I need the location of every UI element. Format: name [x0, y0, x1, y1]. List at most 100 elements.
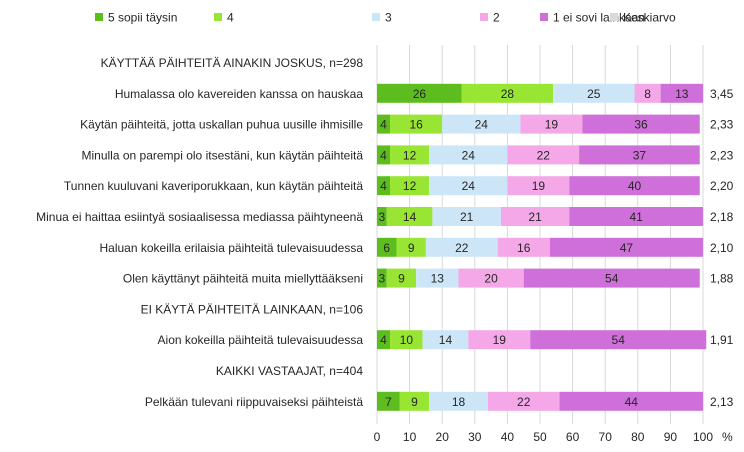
legend-swatch-0	[95, 13, 103, 21]
data-label-r5-s3: 21	[528, 210, 542, 224]
data-label-r4-s0: 4	[380, 179, 387, 193]
mean-value-1: 3,45	[710, 87, 734, 101]
x-tick-label-9: 90	[664, 430, 678, 444]
data-label-r1-s1: 28	[501, 87, 515, 101]
category-label-9: Aion kokeilla päihteitä tulevaisuudessa	[158, 333, 364, 347]
data-label-r5-s1: 14	[403, 210, 417, 224]
data-label-r9-s3: 19	[493, 333, 507, 347]
category-label-1: Humalassa olo kavereiden kanssa on hausk…	[115, 87, 363, 101]
bar-segment-r3-s0	[377, 145, 391, 165]
x-tick-label-8: 80	[631, 430, 645, 444]
data-label-r3-s0: 4	[380, 148, 387, 162]
x-tick-label-0: 0	[374, 430, 381, 444]
bar-segment-r11-s0	[377, 391, 400, 411]
bar-segment-r6-s1	[396, 237, 426, 257]
data-label-r6-s0: 6	[383, 241, 390, 255]
bar-segment-r6-s0	[377, 237, 397, 257]
data-label-r9-s0: 4	[380, 333, 387, 347]
legend-swatch-3	[480, 13, 488, 21]
group-header-8: EI KÄYTÄ PÄIHTEITÄ LAINKAAN, n=106	[141, 302, 364, 316]
data-label-r4-s3: 19	[532, 179, 546, 193]
data-label-r2-s4: 36	[634, 118, 648, 132]
legend-swatch-5	[610, 13, 618, 21]
x-tick-label-7: 70	[599, 430, 613, 444]
x-tick-label-2: 20	[436, 430, 450, 444]
data-label-r1-s2: 25	[587, 87, 601, 101]
group-header-0: KÄYTTÄÄ PÄIHTEITÄ AINAKIN JOSKUS, n=298	[101, 56, 364, 70]
x-tick-label-5: 50	[533, 430, 547, 444]
bar-segment-r6-s4	[549, 237, 703, 257]
category-label-4: Tunnen kuuluvani kaveriporukkaan, kun kä…	[64, 179, 363, 193]
bar-segment-r7-s2	[416, 268, 459, 288]
legend-label-2: 3	[385, 11, 392, 25]
legend-label-1: 4	[227, 11, 234, 25]
data-label-r6-s4: 47	[620, 241, 634, 255]
data-label-r2-s3: 19	[545, 118, 559, 132]
bar-segment-r4-s2	[429, 176, 508, 196]
data-label-r11-s1: 9	[411, 395, 418, 409]
bar-segment-r7-s1	[386, 268, 417, 288]
bar-segment-r4-s4	[569, 176, 700, 196]
bar-segment-r1-s0	[377, 83, 462, 103]
data-label-r3-s1: 12	[403, 148, 417, 162]
data-label-r2-s2: 24	[475, 118, 489, 132]
data-label-r9-s4: 54	[612, 333, 626, 347]
x-tick-label-10: 100	[693, 430, 713, 444]
data-label-r7-s0: 3	[379, 272, 386, 286]
group-header-10: KAIKKI VASTAAJAT, n=404	[216, 364, 363, 378]
mean-value-3: 2,23	[710, 148, 734, 162]
mean-value-4: 2,20	[710, 179, 734, 193]
bar-segment-r2-s2	[442, 114, 521, 134]
category-label-5: Minua ei haittaa esiintyä sosiaalisessa …	[36, 210, 363, 224]
data-label-r6-s2: 22	[455, 241, 469, 255]
legend-swatch-4	[540, 13, 548, 21]
bar-segment-r11-s1	[399, 391, 430, 411]
bar-segment-r3-s2	[429, 145, 508, 165]
bar-segment-r5-s4	[569, 207, 703, 226]
bar-segment-r11-s3	[487, 391, 560, 411]
bar-segment-r11-s2	[429, 391, 488, 411]
x-tick-label-1: 10	[403, 430, 417, 444]
data-label-r1-s4: 13	[675, 87, 689, 101]
bar-segment-r5-s0	[377, 207, 387, 226]
bar-segment-r3-s4	[579, 145, 700, 165]
mean-value-2: 2,33	[710, 118, 734, 132]
legend-swatch-1	[214, 13, 222, 21]
x-tick-label-6: 60	[566, 430, 580, 444]
bar-segment-r5-s3	[500, 207, 570, 226]
category-label-11: Pelkään tulevani riippuvaiseksi päihteis…	[145, 395, 363, 409]
bar-segment-r6-s3	[497, 237, 550, 257]
mean-value-6: 2,10	[710, 241, 734, 255]
legend-label-4: 1 ei sovi lainkaan	[553, 11, 645, 25]
mean-value-11: 2,13	[710, 395, 734, 409]
bar-segment-r9-s3	[468, 330, 531, 350]
bar-segment-r4-s3	[507, 176, 570, 196]
data-label-r2-s0: 4	[380, 118, 387, 132]
x-tick-label-4: 40	[501, 430, 515, 444]
bar-segment-r5-s2	[432, 207, 501, 226]
bar-segment-r2-s3	[520, 114, 583, 134]
bar-segment-r9-s4	[530, 330, 707, 350]
data-label-r4-s2: 24	[462, 179, 476, 193]
data-label-r5-s4: 41	[629, 210, 643, 224]
bar-segment-r7-s0	[377, 268, 387, 288]
category-label-6: Haluan kokeilla erilaisia päihteitä tule…	[100, 241, 364, 255]
data-label-r4-s4: 40	[628, 179, 642, 193]
data-label-r5-s2: 21	[460, 210, 474, 224]
data-label-r2-s1: 16	[409, 118, 423, 132]
bar-segment-r9-s0	[377, 330, 391, 350]
data-label-r7-s3: 20	[484, 272, 498, 286]
bar-segment-r1-s2	[553, 83, 635, 103]
mean-value-9: 1,91	[710, 333, 734, 347]
x-tick-label-3: 30	[468, 430, 482, 444]
data-label-r11-s0: 7	[385, 395, 392, 409]
legend-label-5: Keskiarvo	[623, 11, 676, 25]
data-label-r1-s3: 8	[644, 87, 651, 101]
data-label-r6-s3: 16	[517, 241, 531, 255]
data-label-r11-s4: 44	[625, 395, 639, 409]
bar-segment-r6-s2	[425, 237, 498, 257]
data-label-r9-s2: 14	[439, 333, 453, 347]
bar-segment-r11-s4	[559, 391, 703, 411]
